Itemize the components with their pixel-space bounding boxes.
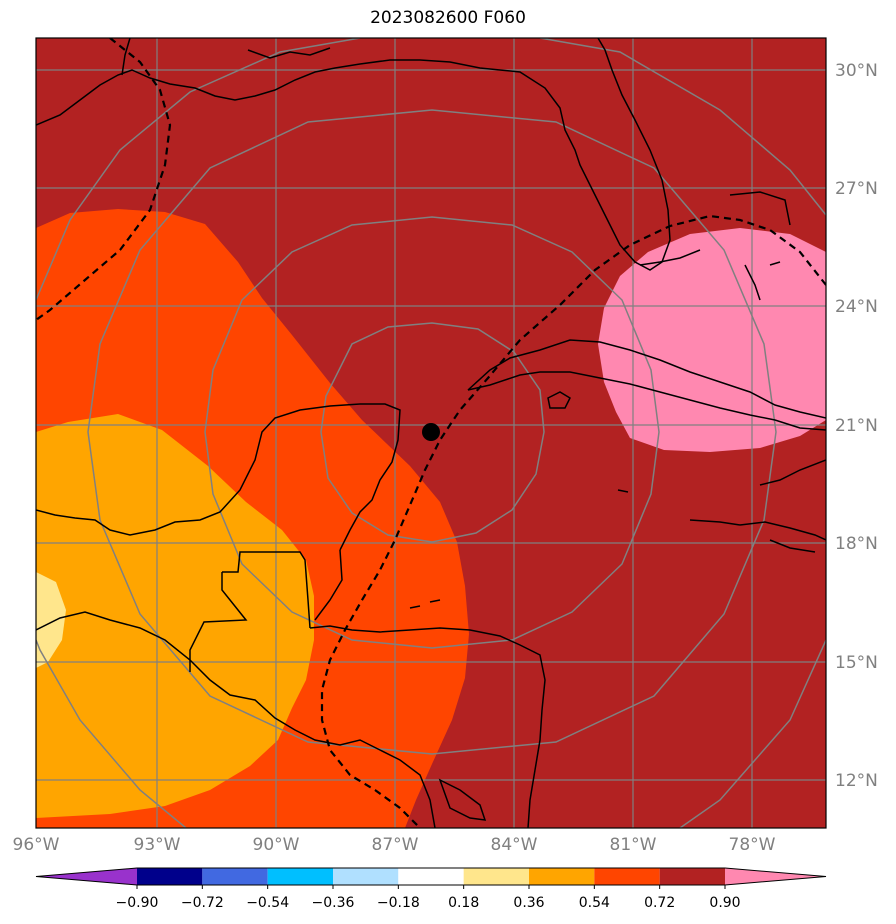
colorbar-segment xyxy=(725,868,826,885)
lat-tick-label: 24°N xyxy=(835,297,878,317)
colorbar-tick-label: 0.54 xyxy=(579,895,610,911)
colorbar-segment xyxy=(202,868,268,885)
colorbar-segment xyxy=(36,868,137,885)
colorbar-tick-label: −0.36 xyxy=(312,895,355,911)
lon-tick-label: 81°W xyxy=(610,835,657,855)
colorbar-segment xyxy=(594,868,660,885)
gridlines xyxy=(36,38,826,828)
lon-tick-label: 96°W xyxy=(13,835,60,855)
colorbar-segment xyxy=(333,868,399,885)
lon-tick-label: 90°W xyxy=(253,835,300,855)
lat-tick-label: 15°N xyxy=(835,653,878,673)
lat-tick-label: 21°N xyxy=(835,416,878,436)
colorbar-segment xyxy=(529,868,595,885)
range-ring-2 xyxy=(204,216,660,649)
lat-axis: 30°N 27°N 24°N 21°N 18°N 15°N 12°N xyxy=(835,61,878,791)
colorbar-segment xyxy=(267,868,333,885)
colorbar-segment xyxy=(659,868,725,885)
colorbar-segment xyxy=(137,868,203,885)
fill-region-0.36-0.54 xyxy=(36,414,314,818)
lat-tick-label: 27°N xyxy=(835,179,878,199)
fill-region-0.18-0.36 xyxy=(36,572,66,668)
lat-tick-label: 30°N xyxy=(835,61,878,81)
colorbar: −0.90 −0.72 −0.54 −0.36 −0.18 0.18 0.36 0.54 0.7… xyxy=(35,867,827,911)
range-ring-3 xyxy=(87,109,777,755)
range-rings xyxy=(36,38,826,828)
colorbar-tick-label: 0.18 xyxy=(448,895,479,911)
colorbar-segment xyxy=(463,868,529,885)
colorbar-tick-label: −0.90 xyxy=(116,895,159,911)
lat-tick-label: 12°N xyxy=(835,771,878,791)
lon-tick-label: 78°W xyxy=(729,835,776,855)
range-ring-4 xyxy=(36,38,826,828)
storm-center-marker xyxy=(422,423,440,441)
lon-tick-label: 93°W xyxy=(134,835,181,855)
colorbar-tick-label: 0.72 xyxy=(644,895,675,911)
lat-tick-label: 18°N xyxy=(835,534,878,554)
lon-tick-label: 87°W xyxy=(372,835,419,855)
lon-axis: 96°W 93°W 90°W 87°W 84°W 81°W 78°W xyxy=(13,835,776,855)
colorbar-tick-label: −0.72 xyxy=(181,895,224,911)
map-title: 2023082600 F060 xyxy=(370,8,526,28)
colorbar-segment xyxy=(398,868,464,885)
colorbar-tick-label: −0.18 xyxy=(377,895,420,911)
dashed-contours xyxy=(36,38,826,828)
coastlines xyxy=(36,38,826,828)
colorbar-tick-label: 0.36 xyxy=(513,895,544,911)
range-ring-1 xyxy=(320,322,545,543)
map-border xyxy=(35,37,827,829)
colorbar-tick-label: 0.90 xyxy=(709,895,740,911)
colorbar-tick-label: −0.54 xyxy=(246,895,289,911)
lon-tick-label: 84°W xyxy=(491,835,538,855)
